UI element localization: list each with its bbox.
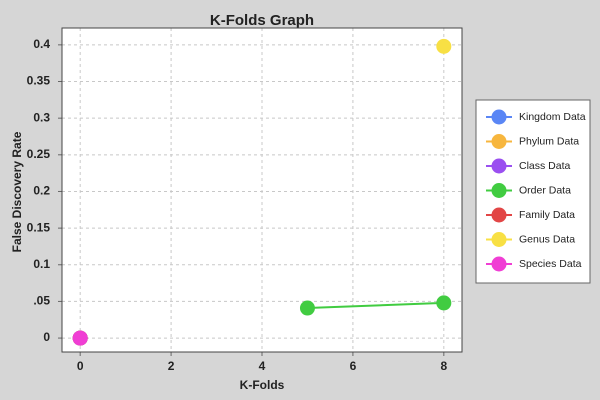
x-tick-label: 2 [168,359,175,373]
y-tick-label: 0.2 [33,184,50,198]
y-tick-label: 0 [43,330,50,344]
legend-label: Phylum Data [519,135,579,147]
legend-marker [491,109,507,125]
y-tick-label: 0.35 [27,74,51,88]
x-tick-label: 8 [440,359,447,373]
data-point [72,330,88,346]
legend-marker [491,134,507,149]
legend-label: Genus Data [519,233,575,245]
y-tick-label: 0.25 [27,147,51,161]
data-point [436,38,452,54]
chart-title: K-Folds Graph [210,12,314,29]
legend-label: Kingdom Data [519,111,586,123]
x-axis-title: K-Folds [240,378,285,392]
y-axis-title: False Discovery Rate [10,131,24,252]
legend-marker [491,183,507,198]
y-tick-label: .05 [33,294,50,308]
legend-marker [491,207,507,223]
legend-marker [491,158,507,174]
data-point [299,300,315,316]
y-tick-label: 0.3 [33,110,50,124]
x-tick-label: 0 [77,359,84,373]
legend-label: Order Data [519,184,571,196]
series-line [307,301,444,310]
legend-label: Class Data [519,160,571,172]
data-point [436,295,452,311]
legend-marker [491,256,507,272]
y-tick-label: 0.1 [33,257,50,271]
legend-label: Family Data [519,209,575,221]
x-tick-label: 6 [350,359,357,373]
legend-marker [491,232,507,247]
y-tick-label: 0.15 [27,220,51,234]
plot-border [61,27,463,353]
y-tick-label: 0.4 [33,37,50,51]
legend-label: Species Data [519,258,582,270]
x-tick-label: 4 [259,359,266,373]
